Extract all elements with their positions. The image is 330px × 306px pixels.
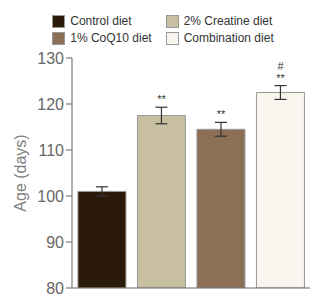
svg-text:Age (days): Age (days): [12, 134, 29, 211]
svg-text:**: **: [276, 72, 285, 84]
html-text:2% Creatine diet: 2% Creatine diet: [183, 14, 273, 28]
svg-text:#: #: [277, 60, 284, 72]
svg-text:80: 80: [46, 280, 64, 297]
html-text:Control diet: Control diet: [70, 14, 132, 28]
html-text:Combination diet: Combination diet: [183, 31, 274, 45]
svg-text:**: **: [217, 108, 226, 120]
html-text:1% CoQ10 diet: 1% CoQ10 diet: [70, 31, 152, 45]
svg-text:130: 130: [37, 50, 64, 67]
svg-text:110: 110: [38, 142, 64, 159]
svg-text:120: 120: [37, 96, 64, 113]
svg-text:90: 90: [46, 234, 64, 251]
svg-text:100: 100: [37, 188, 64, 205]
svg-text:**: **: [157, 93, 166, 105]
